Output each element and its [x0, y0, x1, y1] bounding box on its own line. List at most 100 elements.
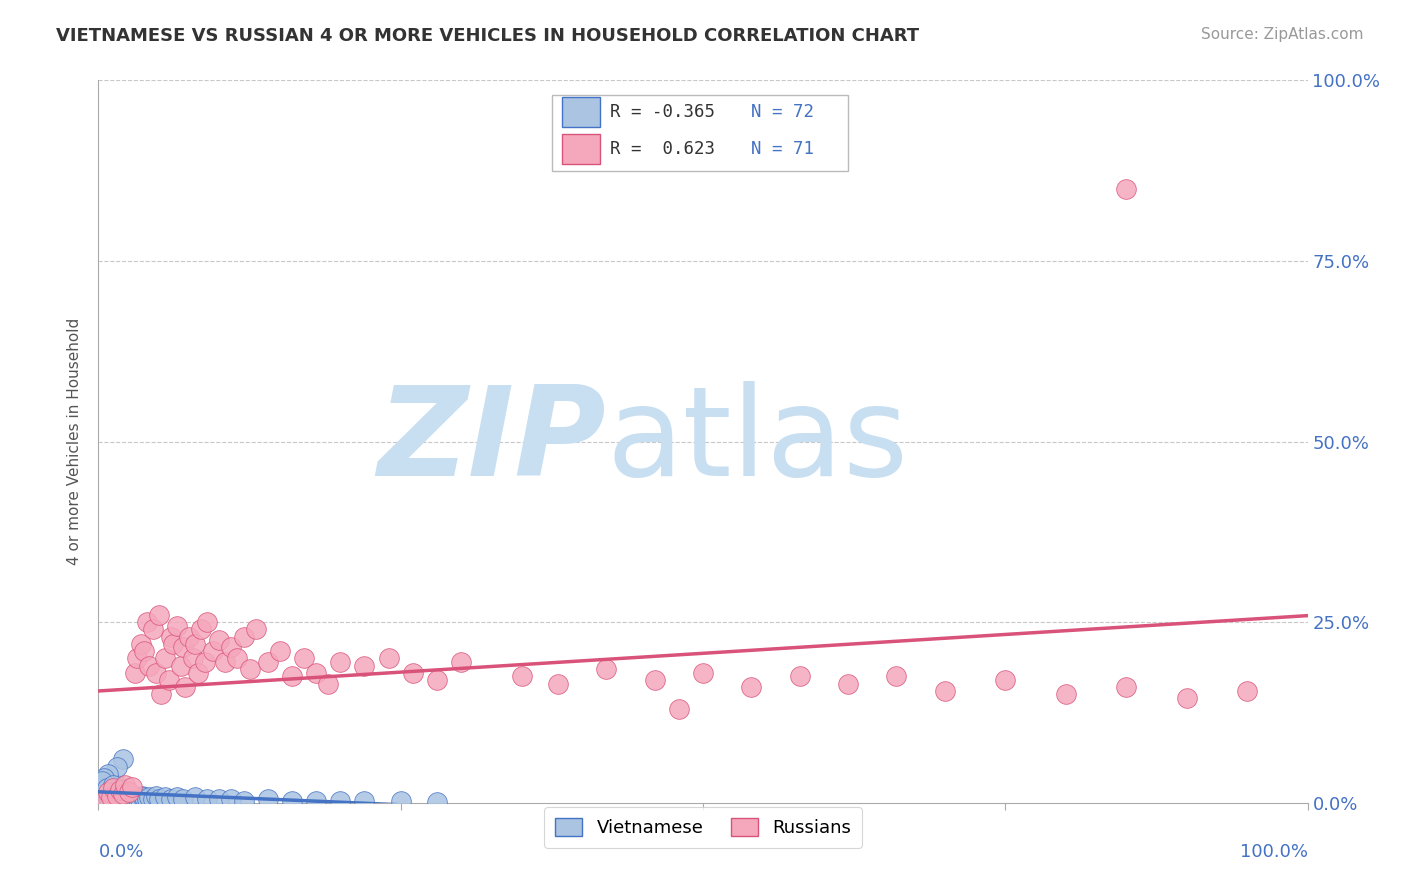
Point	[190, 623, 212, 637]
Point	[232, 794, 254, 808]
Point	[121, 780, 143, 794]
Point	[789, 669, 811, 683]
Point	[153, 651, 176, 665]
Point	[226, 651, 249, 665]
Point	[91, 774, 114, 789]
Point	[256, 792, 278, 806]
Point	[96, 789, 118, 803]
Point	[134, 644, 156, 658]
Point	[1236, 683, 1258, 698]
Text: VIETNAMESE VS RUSSIAN 4 OR MORE VEHICLES IN HOUSEHOLD CORRELATION CHART: VIETNAMESE VS RUSSIAN 4 OR MORE VEHICLES…	[56, 27, 920, 45]
Point	[195, 792, 218, 806]
Point	[214, 655, 236, 669]
Point	[187, 665, 209, 680]
Point	[305, 794, 328, 808]
Point	[994, 673, 1017, 687]
Text: N = 72: N = 72	[751, 103, 814, 121]
Point	[1115, 182, 1137, 196]
Point	[172, 792, 194, 806]
Point	[105, 789, 128, 803]
Point	[93, 792, 115, 806]
Point	[269, 644, 291, 658]
Point	[194, 655, 217, 669]
Point	[389, 794, 412, 808]
Point	[105, 778, 128, 792]
Point	[107, 790, 129, 805]
Point	[644, 673, 666, 687]
Point	[184, 637, 207, 651]
Point	[111, 790, 134, 805]
Text: ZIP: ZIP	[378, 381, 606, 502]
Point	[169, 658, 191, 673]
Text: atlas: atlas	[606, 381, 908, 502]
Point	[121, 789, 143, 803]
Point	[111, 752, 134, 766]
Point	[93, 771, 115, 785]
Point	[1175, 691, 1198, 706]
Point	[93, 794, 115, 808]
Y-axis label: 4 or more Vehicles in Household: 4 or more Vehicles in Household	[67, 318, 83, 566]
Point	[181, 651, 204, 665]
Point	[124, 665, 146, 680]
Point	[91, 790, 114, 805]
Point	[94, 785, 117, 799]
Text: N = 71: N = 71	[751, 140, 814, 158]
Point	[510, 669, 533, 683]
Point	[100, 789, 122, 803]
Text: R =  0.623: R = 0.623	[610, 140, 714, 158]
Point	[353, 794, 375, 808]
Point	[179, 630, 201, 644]
Point	[402, 665, 425, 680]
Point	[101, 792, 124, 806]
Point	[98, 780, 121, 794]
Point	[668, 702, 690, 716]
Point	[124, 792, 146, 806]
Point	[160, 792, 183, 806]
Point	[131, 789, 153, 803]
Point	[100, 785, 122, 799]
Point	[1054, 687, 1077, 701]
Point	[426, 673, 449, 687]
Point	[104, 785, 127, 799]
Point	[105, 789, 128, 803]
Point	[174, 680, 197, 694]
Point	[157, 673, 180, 687]
Point	[97, 767, 120, 781]
Point	[100, 790, 122, 805]
Point	[96, 781, 118, 796]
Point	[886, 669, 908, 683]
Point	[128, 792, 150, 806]
Point	[101, 787, 124, 801]
Point	[111, 787, 134, 801]
Point	[256, 655, 278, 669]
Point	[91, 787, 114, 801]
Point	[329, 794, 352, 808]
Point	[97, 785, 120, 799]
Point	[353, 658, 375, 673]
Legend: Vietnamese, Russians: Vietnamese, Russians	[544, 807, 862, 848]
Point	[112, 789, 135, 803]
Point	[89, 789, 111, 803]
Point	[184, 790, 207, 805]
Point	[94, 778, 117, 792]
Point	[105, 760, 128, 774]
Point	[97, 787, 120, 801]
Point	[292, 651, 315, 665]
Point	[114, 792, 136, 806]
Point	[100, 790, 122, 805]
Point	[1115, 680, 1137, 694]
Point	[837, 676, 859, 690]
Point	[692, 665, 714, 680]
Point	[118, 790, 141, 805]
Point	[90, 790, 112, 805]
Point	[114, 778, 136, 792]
Point	[305, 665, 328, 680]
FancyBboxPatch shape	[561, 134, 600, 164]
Point	[232, 630, 254, 644]
Point	[103, 781, 125, 796]
Point	[138, 658, 160, 673]
Point	[148, 792, 170, 806]
Point	[245, 623, 267, 637]
Point	[98, 792, 121, 806]
Point	[108, 782, 131, 797]
